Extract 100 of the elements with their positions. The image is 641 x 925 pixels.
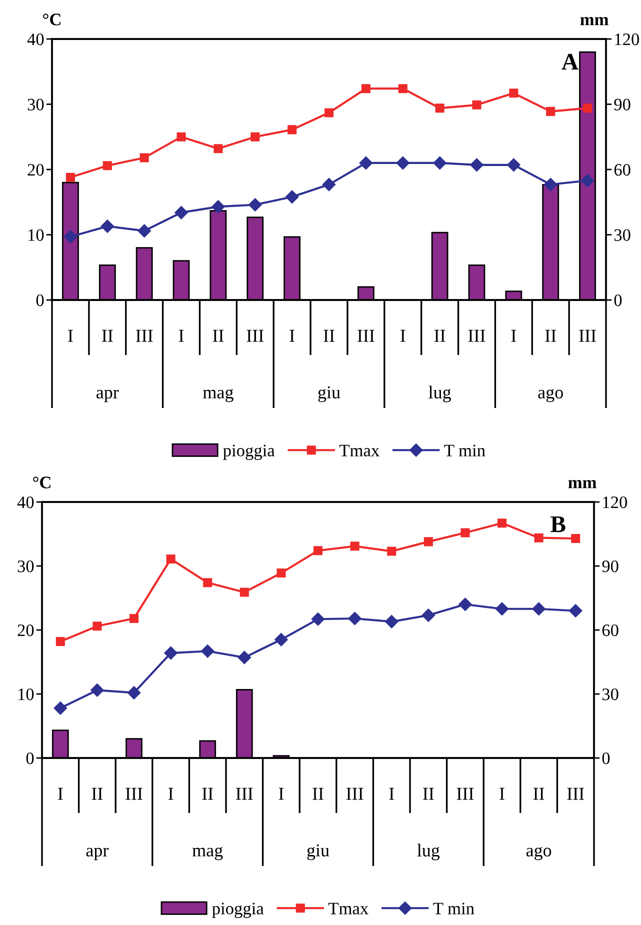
y2-tick-label: 120 (615, 33, 640, 46)
point (238, 650, 251, 664)
point (201, 644, 214, 658)
chart-title: A (562, 54, 578, 70)
text: ago (526, 847, 552, 860)
text: giu (307, 844, 330, 860)
point (174, 206, 188, 220)
x-tick-label: II (212, 330, 224, 342)
point (176, 132, 186, 142)
point (350, 542, 360, 551)
y-tick-label: 30 (28, 98, 44, 110)
x-tick-label: II (434, 330, 446, 342)
x-tick-label: I (68, 330, 73, 342)
chart-title: B (550, 516, 566, 532)
x-tick-label: I (278, 788, 284, 800)
point (64, 230, 78, 244)
x-tick-label: III (136, 330, 153, 342)
point (507, 158, 520, 172)
point (324, 108, 334, 118)
point (544, 178, 558, 192)
text: mag (203, 389, 234, 402)
point (313, 546, 323, 556)
text: lug (428, 386, 451, 402)
point (274, 633, 288, 646)
point (348, 612, 362, 626)
point (460, 528, 470, 538)
y-tick-label: 20 (18, 624, 34, 636)
point (129, 614, 139, 623)
x-tick-label: I (511, 330, 516, 342)
x-tick-label: II (312, 788, 324, 800)
point (361, 84, 370, 94)
point (472, 100, 482, 110)
y-tick-label: 30 (18, 560, 34, 572)
x-tick-label: III (456, 788, 474, 800)
y2-axis-title: mm (568, 480, 596, 488)
y2-tick-label: 0 (602, 752, 610, 764)
point (90, 684, 104, 697)
text: ago (538, 389, 563, 402)
legend-label: pioggia (212, 902, 264, 918)
point (285, 190, 299, 204)
legend-label: pioggia (223, 444, 275, 460)
x-tick-label: II (202, 788, 213, 800)
x-tick-label: I (58, 788, 63, 800)
point (583, 104, 592, 113)
point (495, 602, 509, 616)
point (92, 622, 102, 631)
point (240, 588, 249, 597)
point (250, 132, 260, 142)
legend-label: Tmax (339, 444, 380, 456)
point (100, 220, 114, 233)
point (164, 646, 178, 660)
legend-label: T min (444, 444, 486, 456)
point (396, 156, 410, 170)
point (140, 153, 149, 162)
y-tick-label: 0 (36, 294, 44, 306)
y-tick-label: 0 (26, 752, 34, 764)
point (424, 537, 433, 546)
point (54, 701, 67, 715)
text: mag (192, 847, 223, 860)
point (56, 637, 65, 646)
x-tick-label: III (567, 788, 584, 800)
text: lug (417, 844, 440, 860)
y-tick-label: 40 (27, 33, 44, 46)
y2-tick-label: 30 (614, 229, 630, 241)
text: giu (318, 386, 340, 402)
y-tick-label: 10 (28, 229, 44, 241)
point (385, 615, 398, 628)
point (571, 534, 580, 543)
x-tick-label: II (423, 788, 434, 800)
point (580, 174, 594, 188)
legend-label: T min (433, 902, 474, 914)
point (458, 598, 472, 611)
point (214, 144, 223, 154)
point (532, 602, 546, 616)
point (166, 554, 176, 564)
x-tick-label: I (400, 330, 406, 342)
x-tick-label: III (126, 788, 142, 800)
point (322, 178, 336, 192)
y2-tick-label: 30 (602, 688, 618, 700)
x-tick-label: III (236, 788, 253, 800)
point (359, 156, 373, 170)
text: apr (96, 390, 119, 402)
y2-axis-title: mm (580, 16, 608, 26)
point (288, 125, 297, 134)
y-tick-label: 20 (28, 164, 44, 176)
point (569, 604, 582, 618)
point (509, 88, 518, 98)
point (387, 546, 396, 556)
x-tick-label: II (533, 788, 544, 800)
point (248, 198, 262, 212)
point (276, 568, 286, 578)
y2-tick-label: 90 (602, 560, 618, 572)
x-tick-label: II (92, 788, 103, 800)
x-tick-label: I (500, 788, 504, 800)
y-axis-title: °C (43, 14, 60, 26)
point (546, 106, 556, 116)
y2-tick-label: 90 (614, 98, 630, 110)
point (127, 686, 141, 700)
point (497, 518, 507, 528)
y-tick-label: 40 (17, 496, 34, 508)
